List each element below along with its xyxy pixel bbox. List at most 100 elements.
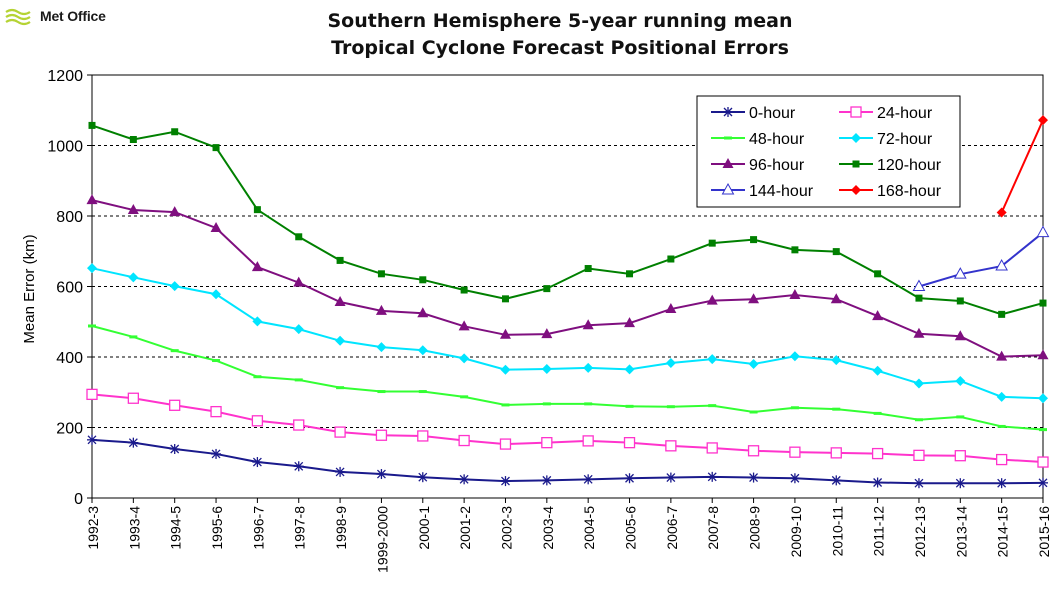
data-point-0-hour — [748, 472, 759, 483]
x-tick-label: 2002-3 — [498, 506, 514, 550]
legend-swatch-marker — [850, 106, 862, 118]
x-tick-label: 1995-6 — [209, 506, 225, 550]
data-point-72-hour — [376, 342, 387, 353]
x-tick-label: 2007-8 — [705, 506, 721, 550]
data-point-24-hour — [871, 447, 884, 460]
data-point-120-hour — [88, 121, 96, 129]
data-point-0-hour — [335, 466, 346, 477]
data-point-24-hour — [996, 453, 1008, 466]
data-point-96-hour — [872, 310, 884, 321]
data-point-96-hour — [748, 293, 760, 304]
data-point-0-hour — [459, 474, 470, 485]
y-axis-label: Mean Error (km) — [21, 234, 38, 343]
data-point-0-hour — [789, 473, 800, 484]
series-24-hour — [86, 388, 1049, 468]
data-point-72-hour — [789, 351, 800, 362]
chart-title-line2: Tropical Cyclone Forecast Positional Err… — [331, 37, 789, 59]
data-point-72-hour — [748, 359, 759, 370]
y-tick-label: 200 — [56, 421, 83, 438]
series-120-hour — [88, 121, 1047, 318]
data-point-120-hour — [336, 256, 344, 264]
data-point-24-hour — [127, 392, 139, 404]
data-point-0-hour — [128, 437, 139, 448]
data-point-120-hour — [832, 248, 840, 256]
data-point-24-hour — [293, 419, 305, 431]
data-point-24-hour — [623, 437, 636, 449]
x-tick-label: 2009-10 — [788, 506, 804, 558]
legend-box — [696, 95, 961, 208]
x-tick-label: 2014-15 — [995, 506, 1011, 558]
series-layer — [86, 115, 1050, 489]
data-point-120-hour — [1039, 299, 1047, 307]
data-point-72-hour — [583, 362, 594, 373]
series-line-0-hour — [91, 438, 1044, 485]
series-144-hour — [912, 225, 1050, 291]
data-point-24-hour — [747, 445, 760, 457]
legend-swatch-marker — [722, 158, 734, 168]
data-point-96-hour — [210, 221, 222, 232]
legend-label: 24-hour — [877, 105, 933, 122]
y-tick-label: 1000 — [47, 139, 83, 156]
data-point-0-hour — [583, 474, 594, 485]
data-point-120-hour — [956, 297, 964, 305]
legend-swatch-marker — [723, 107, 733, 117]
data-point-24-hour — [706, 442, 718, 454]
series-line-144-hour — [918, 231, 1044, 288]
data-point-24-hour — [665, 440, 677, 452]
data-point-72-hour — [872, 365, 883, 376]
data-point-168-hour — [1038, 115, 1048, 126]
data-point-120-hour — [874, 270, 882, 278]
data-point-72-hour — [417, 345, 428, 356]
x-tick-label: 1997-8 — [292, 506, 308, 550]
data-point-96-hour — [334, 296, 346, 307]
data-point-0-hour — [417, 472, 428, 483]
data-point-120-hour — [915, 294, 923, 302]
met-office-wave-icon — [5, 8, 31, 26]
data-point-24-hour — [1037, 456, 1049, 468]
data-point-72-hour — [335, 335, 346, 346]
data-point-96-hour — [127, 204, 139, 215]
data-point-96-hour — [624, 317, 636, 328]
data-point-24-hour — [582, 435, 594, 447]
data-point-0-hour — [211, 448, 222, 459]
data-point-96-hour — [665, 303, 677, 314]
series-0-hour — [87, 434, 1048, 489]
axis-layer: 0 200 400 600 800 1000 1200 1992-3 1993-4 1994-5 1… — [47, 68, 1052, 573]
x-tick-label: 1999-2000 — [374, 506, 390, 573]
data-point-0-hour — [293, 461, 304, 472]
data-point-72-hour — [459, 353, 470, 364]
data-point-0-hour — [1038, 477, 1048, 488]
legend-item-96-hour: 96-hour — [711, 157, 805, 174]
data-point-96-hour — [954, 330, 966, 341]
y-tick-label: 800 — [56, 209, 83, 226]
data-point-72-hour — [665, 357, 676, 368]
x-tick-label: 2001-2 — [457, 506, 473, 550]
data-point-24-hour — [830, 447, 842, 459]
data-point-24-hour — [251, 415, 264, 427]
data-point-120-hour — [667, 255, 675, 263]
data-point-72-hour — [500, 364, 511, 375]
data-point-120-hour — [460, 286, 468, 294]
data-point-120-hour — [543, 285, 551, 293]
x-tick-label: 2015-16 — [1036, 506, 1052, 558]
legend-item-24-hour: 24-hour — [839, 105, 933, 122]
x-tick-label: 1993-4 — [126, 506, 142, 550]
series-line-72-hour — [91, 267, 1044, 400]
x-tick-label: 1996-7 — [250, 506, 266, 550]
data-point-72-hour — [293, 324, 304, 335]
x-tick-label: 2013-14 — [953, 506, 969, 558]
data-point-24-hour — [954, 450, 966, 462]
data-point-0-hour — [87, 434, 97, 445]
legend-label: 168-hour — [877, 183, 942, 200]
chart-title-line1: Southern Hemisphere 5-year running mean — [327, 10, 793, 32]
data-point-120-hour — [584, 265, 592, 273]
data-point-72-hour — [831, 355, 842, 366]
series-48-hour — [88, 324, 1047, 432]
data-point-72-hour — [1038, 393, 1048, 404]
data-point-120-hour — [171, 128, 179, 136]
x-tick-label: 2005-6 — [623, 506, 639, 550]
data-point-24-hour — [789, 446, 801, 458]
data-point-120-hour — [708, 239, 716, 247]
legend-label: 144-hour — [749, 183, 814, 200]
x-tick-label: 2006-7 — [664, 506, 680, 550]
